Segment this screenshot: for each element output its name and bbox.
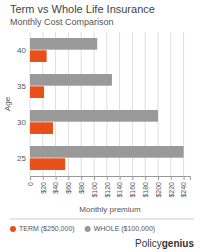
bar	[30, 38, 97, 50]
legend-swatch	[85, 226, 91, 232]
y-axis-title: Age	[3, 96, 12, 111]
x-tick-mark	[94, 176, 95, 180]
x-tick: $80	[78, 176, 85, 194]
bars	[30, 38, 184, 170]
watermark-part: Policy	[135, 238, 162, 249]
x-tick-label: $180	[142, 182, 149, 198]
x-tick-label: $100	[91, 182, 98, 198]
x-tick: $180	[142, 176, 149, 198]
x-tick-mark	[43, 176, 44, 180]
y-tick: 40	[17, 46, 26, 55]
x-tick: $100	[91, 176, 98, 198]
title: Term vs Whole Life Insurance	[10, 3, 155, 15]
chart: Term vs Whole Life Insurance Monthly Cost…	[0, 0, 200, 252]
watermark-part: genius	[162, 238, 195, 249]
x-tick: $220	[168, 176, 175, 198]
grid	[30, 32, 184, 176]
x-tick-label: 0	[27, 182, 34, 186]
x-tick-label: $140	[116, 182, 123, 198]
x-tick-mark	[107, 176, 108, 180]
legend-label: WHOLE ($100,000)	[94, 225, 155, 233]
x-axis: 0 $20 $40 $60 $80 $100 $120 $140 $160 $180 $200 $22…	[27, 176, 191, 198]
x-tick: $120	[104, 176, 111, 198]
x-tick-label: $60	[65, 182, 72, 194]
y-tick-label: 35	[17, 82, 26, 91]
bar	[30, 146, 184, 158]
x-tick: $60	[65, 176, 72, 194]
subtitle: Monthly Cost Comparison	[10, 17, 114, 27]
x-tick: $200	[155, 176, 162, 198]
x-tick-label: $160	[129, 182, 136, 198]
x-tick-label: $220	[168, 182, 175, 198]
x-tick-label: $200	[155, 182, 162, 198]
x-tick-mark	[145, 176, 146, 180]
y-tick-label: 25	[17, 154, 26, 163]
x-tick-mark	[81, 176, 82, 180]
x-tick-mark	[120, 176, 121, 180]
y-tick: 25	[17, 154, 26, 163]
x-tick: $160	[129, 176, 136, 198]
y-axis: 40 35 30 25	[17, 46, 26, 163]
x-tick-label: $40	[52, 182, 59, 194]
x-axis-title: Monthly premium	[79, 205, 141, 214]
x-tick-mark	[68, 176, 69, 180]
y-tick: 30	[17, 118, 26, 127]
x-axis-line	[31, 177, 191, 181]
x-tick-label: $80	[78, 182, 85, 194]
plot: 0 $20 $40 $60 $80 $100 $120 $140 $160 $180 $200 $22…	[17, 32, 190, 198]
x-tick: $40	[52, 176, 59, 194]
y-tick-label: 40	[17, 46, 26, 55]
x-tick-mark	[184, 176, 185, 180]
x-tick-label: $120	[104, 182, 111, 198]
bar	[30, 158, 65, 170]
x-tick: $140	[116, 176, 123, 198]
x-tick-mark	[30, 176, 31, 180]
watermark: Policygenius	[135, 238, 194, 249]
legend-swatch	[10, 226, 16, 232]
bar	[30, 86, 44, 98]
x-tick-mark	[158, 176, 159, 180]
x-tick-label: $240	[180, 182, 187, 198]
x-tick-mark	[56, 176, 57, 180]
y-tick-label: 30	[17, 118, 26, 127]
legend-label: TERM ($250,000)	[19, 225, 75, 233]
x-tick: $240	[180, 176, 187, 198]
bar	[30, 74, 112, 86]
x-tick-mark	[132, 176, 133, 180]
bar	[30, 50, 47, 62]
y-tick: 35	[17, 82, 26, 91]
bar	[30, 110, 158, 122]
bar	[30, 122, 53, 134]
x-tick-label: $20	[40, 182, 47, 194]
legend-item: WHOLE ($100,000)	[85, 225, 155, 233]
separator	[10, 219, 194, 220]
x-tick-mark	[171, 176, 172, 180]
legend: TERM ($250,000) WHOLE ($100,000)	[10, 225, 155, 233]
legend-item: TERM ($250,000)	[10, 225, 75, 233]
x-tick: 0	[27, 176, 34, 186]
x-tick: $20	[40, 176, 47, 194]
